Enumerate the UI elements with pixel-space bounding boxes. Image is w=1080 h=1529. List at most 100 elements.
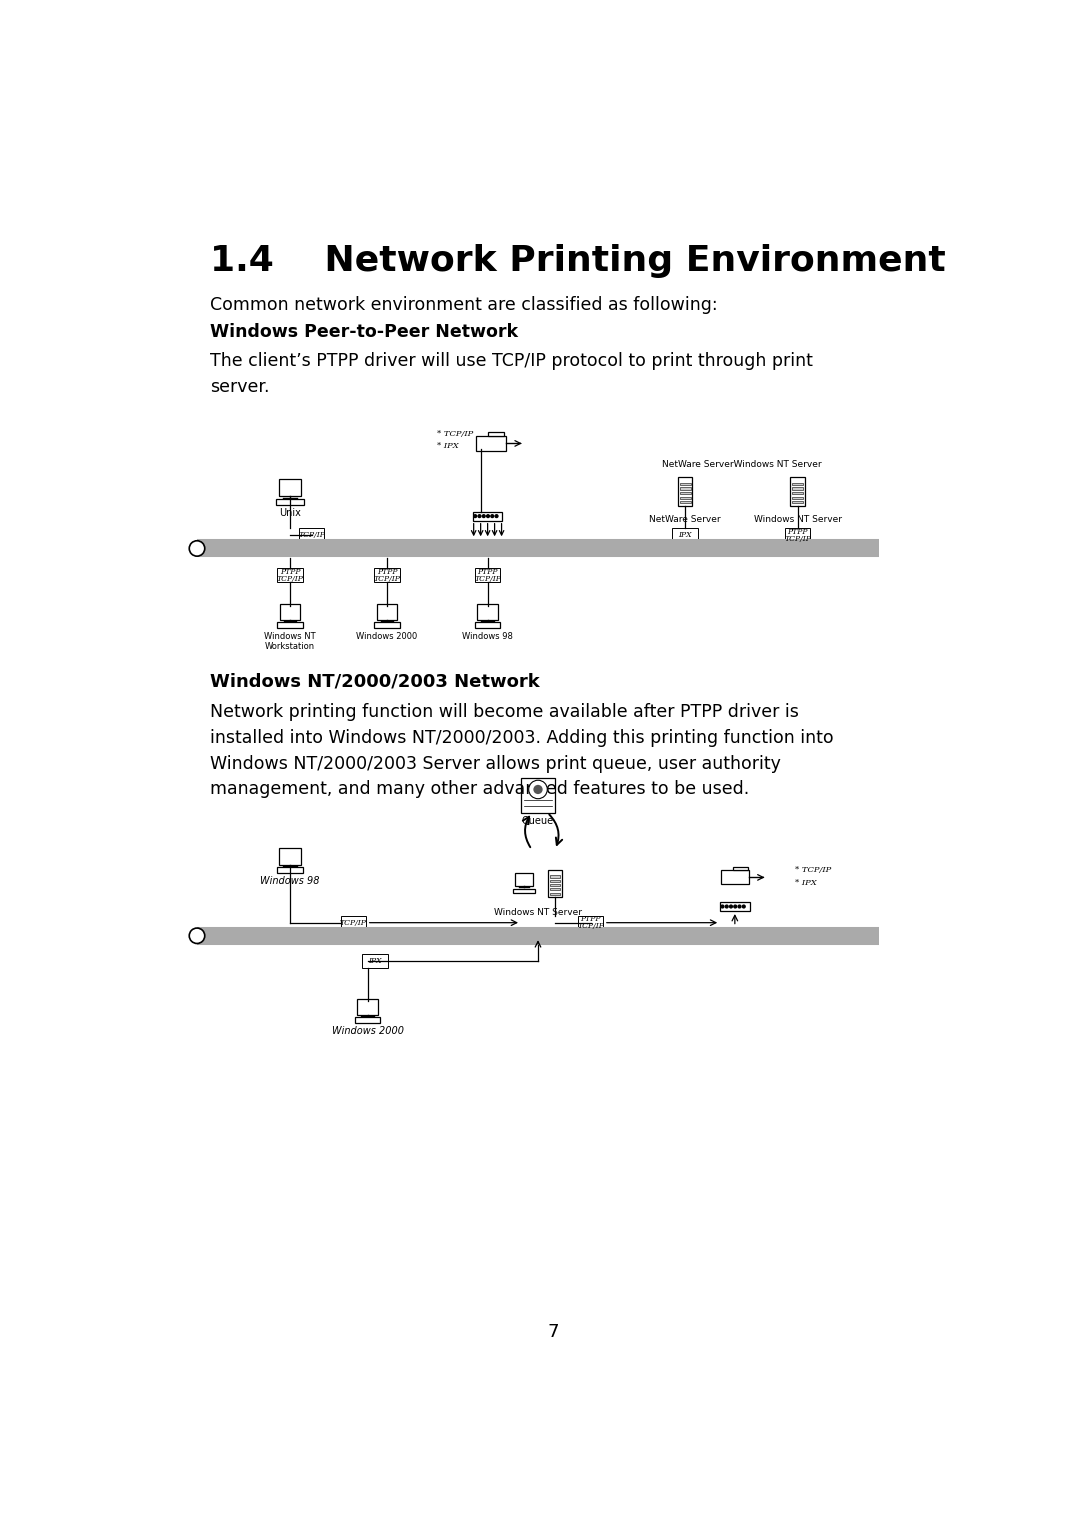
Circle shape bbox=[495, 515, 498, 517]
Circle shape bbox=[534, 784, 542, 794]
FancyBboxPatch shape bbox=[679, 488, 691, 489]
Text: Windows Peer-to-Peer Network: Windows Peer-to-Peer Network bbox=[211, 323, 518, 341]
Circle shape bbox=[491, 515, 494, 517]
FancyBboxPatch shape bbox=[276, 498, 303, 506]
Text: PTPP: PTPP bbox=[280, 569, 300, 576]
FancyBboxPatch shape bbox=[549, 870, 562, 898]
Text: PTPP: PTPP bbox=[580, 916, 600, 924]
Circle shape bbox=[726, 905, 728, 908]
Circle shape bbox=[730, 905, 732, 908]
Circle shape bbox=[478, 515, 481, 517]
FancyBboxPatch shape bbox=[374, 569, 400, 583]
FancyBboxPatch shape bbox=[721, 870, 750, 884]
FancyBboxPatch shape bbox=[679, 502, 691, 503]
FancyBboxPatch shape bbox=[792, 483, 804, 485]
Text: PTPP: PTPP bbox=[477, 569, 498, 576]
Text: Windows 2000: Windows 2000 bbox=[332, 1026, 404, 1035]
FancyBboxPatch shape bbox=[374, 622, 400, 628]
FancyBboxPatch shape bbox=[279, 479, 301, 497]
Text: NetWare Server: NetWare Server bbox=[649, 515, 721, 524]
Text: TCP/IP: TCP/IP bbox=[276, 575, 303, 583]
FancyBboxPatch shape bbox=[578, 916, 604, 930]
Text: Windows 2000: Windows 2000 bbox=[356, 631, 418, 641]
FancyBboxPatch shape bbox=[341, 916, 366, 930]
Circle shape bbox=[529, 780, 548, 798]
FancyBboxPatch shape bbox=[792, 492, 804, 494]
Text: 1.4    Network Printing Environment: 1.4 Network Printing Environment bbox=[211, 243, 946, 278]
Text: Queue: Queue bbox=[522, 816, 554, 826]
FancyBboxPatch shape bbox=[550, 884, 561, 887]
FancyBboxPatch shape bbox=[476, 436, 505, 451]
Circle shape bbox=[189, 541, 205, 557]
Circle shape bbox=[721, 905, 724, 908]
FancyBboxPatch shape bbox=[515, 873, 532, 887]
FancyBboxPatch shape bbox=[792, 502, 804, 503]
FancyBboxPatch shape bbox=[355, 1017, 380, 1023]
Text: 7: 7 bbox=[548, 1323, 559, 1341]
Circle shape bbox=[487, 515, 489, 517]
FancyBboxPatch shape bbox=[720, 902, 750, 911]
FancyBboxPatch shape bbox=[357, 998, 378, 1015]
Text: TCP/IP: TCP/IP bbox=[578, 922, 604, 930]
Text: Windows NT Server: Windows NT Server bbox=[754, 515, 841, 524]
FancyBboxPatch shape bbox=[792, 497, 804, 498]
FancyBboxPatch shape bbox=[488, 433, 504, 436]
Text: Network printing function will become available after PTPP driver is
installed i: Network printing function will become av… bbox=[211, 703, 834, 798]
FancyBboxPatch shape bbox=[363, 954, 388, 968]
FancyBboxPatch shape bbox=[550, 879, 561, 882]
Text: Windows NT
Workstation: Windows NT Workstation bbox=[265, 631, 315, 651]
Text: TCP/IP: TCP/IP bbox=[298, 532, 325, 540]
FancyBboxPatch shape bbox=[679, 497, 691, 498]
FancyBboxPatch shape bbox=[280, 849, 300, 864]
FancyBboxPatch shape bbox=[785, 529, 810, 543]
FancyBboxPatch shape bbox=[299, 529, 324, 543]
Text: Common network environment are classified as following:: Common network environment are classifie… bbox=[211, 297, 718, 313]
FancyBboxPatch shape bbox=[550, 888, 561, 890]
FancyBboxPatch shape bbox=[278, 569, 302, 583]
Text: Windows 98: Windows 98 bbox=[260, 876, 320, 887]
FancyBboxPatch shape bbox=[679, 492, 691, 494]
FancyBboxPatch shape bbox=[280, 604, 300, 619]
FancyBboxPatch shape bbox=[278, 622, 302, 628]
Text: PTPP: PTPP bbox=[787, 528, 808, 537]
Text: TCP/IP: TCP/IP bbox=[374, 575, 401, 583]
Text: * TCP/IP: * TCP/IP bbox=[437, 430, 473, 437]
FancyBboxPatch shape bbox=[473, 512, 502, 521]
Circle shape bbox=[483, 515, 485, 517]
FancyBboxPatch shape bbox=[550, 893, 561, 894]
FancyBboxPatch shape bbox=[678, 477, 692, 506]
FancyBboxPatch shape bbox=[791, 477, 805, 506]
Text: Windows 98: Windows 98 bbox=[462, 631, 513, 641]
FancyBboxPatch shape bbox=[477, 604, 498, 619]
FancyBboxPatch shape bbox=[679, 483, 691, 485]
FancyBboxPatch shape bbox=[732, 867, 747, 870]
Text: Windows NT Server: Windows NT Server bbox=[494, 908, 582, 917]
Text: TCP/IP: TCP/IP bbox=[474, 575, 501, 583]
Circle shape bbox=[742, 905, 745, 908]
FancyBboxPatch shape bbox=[475, 622, 500, 628]
FancyBboxPatch shape bbox=[475, 569, 500, 583]
Text: IPX: IPX bbox=[678, 532, 692, 540]
Text: * IPX: * IPX bbox=[437, 442, 459, 450]
Text: Unix: Unix bbox=[279, 508, 301, 518]
FancyBboxPatch shape bbox=[521, 778, 555, 812]
Text: TCP/IP: TCP/IP bbox=[340, 919, 367, 927]
Circle shape bbox=[189, 928, 205, 943]
Text: IPX: IPX bbox=[368, 957, 382, 965]
FancyBboxPatch shape bbox=[673, 529, 698, 543]
FancyBboxPatch shape bbox=[377, 604, 397, 619]
Circle shape bbox=[474, 515, 476, 517]
Text: PTPP: PTPP bbox=[377, 569, 397, 576]
Text: * TCP/IP: * TCP/IP bbox=[795, 867, 832, 875]
Text: The client’s PTPP driver will use TCP/IP protocol to print through print
server.: The client’s PTPP driver will use TCP/IP… bbox=[211, 352, 813, 396]
FancyBboxPatch shape bbox=[276, 867, 303, 873]
Circle shape bbox=[738, 905, 741, 908]
FancyBboxPatch shape bbox=[792, 488, 804, 489]
Text: TCP/IP: TCP/IP bbox=[784, 535, 811, 543]
Text: NetWare ServerWindows NT Server: NetWare ServerWindows NT Server bbox=[662, 460, 821, 469]
Circle shape bbox=[733, 905, 737, 908]
FancyBboxPatch shape bbox=[513, 888, 535, 893]
Text: * IPX: * IPX bbox=[795, 879, 818, 887]
Text: Windows NT/2000/2003 Network: Windows NT/2000/2003 Network bbox=[211, 673, 540, 691]
FancyBboxPatch shape bbox=[550, 876, 561, 878]
